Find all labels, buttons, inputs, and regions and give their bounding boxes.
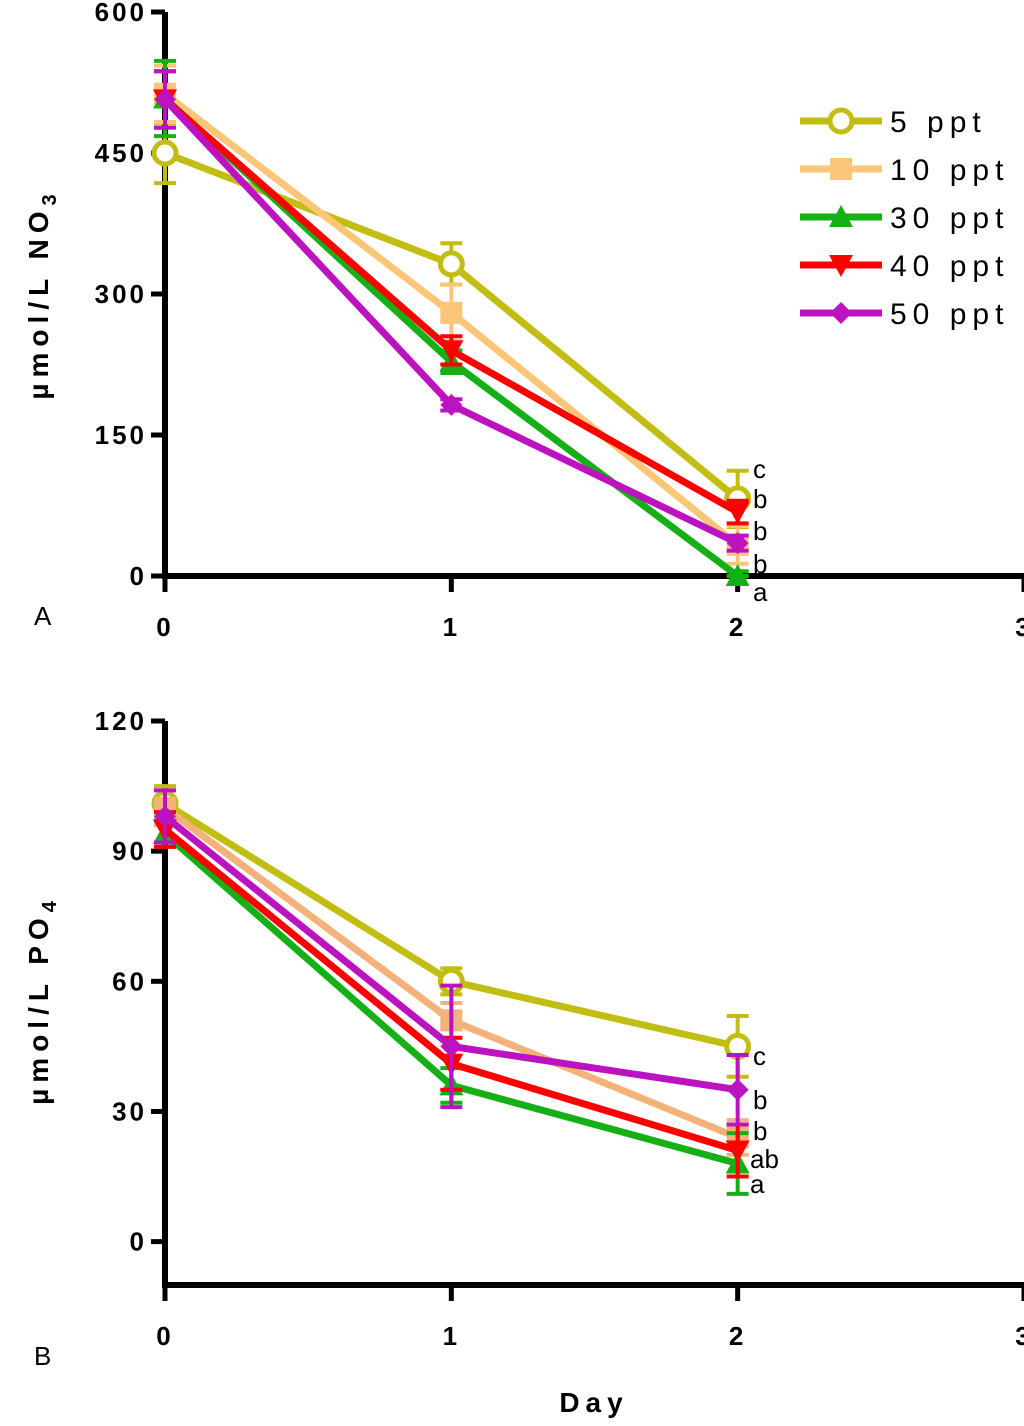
x-axis-title: Day bbox=[559, 1387, 628, 1418]
series-50-ppt bbox=[154, 69, 749, 555]
y-tick-label: 600 bbox=[95, 0, 147, 27]
significance-letter: b bbox=[753, 1116, 767, 1146]
y-tick-label: 450 bbox=[95, 138, 147, 168]
legend-item-10-ppt: 10 ppt bbox=[800, 154, 1009, 187]
data-point bbox=[151, 139, 179, 167]
y-tick-label: 300 bbox=[95, 279, 147, 309]
legend-item-50-ppt: 50 ppt bbox=[800, 298, 1009, 331]
data-point bbox=[439, 340, 464, 363]
data-point bbox=[726, 532, 749, 555]
legend-swatch-marker bbox=[827, 107, 855, 135]
legend: 5 ppt 10 ppt 30 ppt 40 ppt 50 ppt bbox=[800, 106, 1009, 331]
y-tick-label: 150 bbox=[95, 420, 147, 450]
data-point bbox=[440, 1035, 463, 1058]
x-tick-label: 2 bbox=[729, 1321, 746, 1351]
y-axis-title-main: µmol/L PO bbox=[23, 912, 54, 1105]
significance-letter: b bbox=[753, 549, 767, 579]
y-axis-title-subscript: 3 bbox=[39, 188, 61, 205]
data-point bbox=[154, 805, 176, 828]
significance-letter: b bbox=[753, 516, 767, 546]
y-axis-title: µmol/L PO4 bbox=[23, 895, 61, 1105]
data-point bbox=[437, 250, 465, 278]
x-tick-label: 1 bbox=[443, 612, 460, 642]
legend-label: 30 ppt bbox=[890, 202, 1009, 235]
significance-letter: a bbox=[753, 577, 768, 607]
legend-swatch-marker bbox=[830, 158, 852, 180]
x-tick-label: 2 bbox=[729, 612, 746, 642]
panel-label: B bbox=[34, 1341, 51, 1371]
legend-item-40-ppt: 40 ppt bbox=[800, 250, 1009, 283]
data-point bbox=[154, 88, 176, 111]
legend-swatch-marker bbox=[829, 255, 853, 277]
x-tick-label: 0 bbox=[156, 612, 173, 642]
legend-item-30-ppt: 30 ppt bbox=[800, 202, 1009, 235]
y-axis-title-subscript: 4 bbox=[39, 895, 61, 912]
y-tick-label: 0 bbox=[130, 1227, 147, 1257]
legend-swatch-marker bbox=[830, 302, 852, 324]
y-tick-label: 0 bbox=[130, 561, 147, 591]
x-tick-label: 3 bbox=[1015, 612, 1024, 642]
legend-label: 5 ppt bbox=[890, 106, 987, 139]
legend-label: 50 ppt bbox=[890, 298, 1009, 331]
y-tick-label: 90 bbox=[112, 836, 147, 866]
series-10-ppt bbox=[154, 63, 749, 566]
data-point bbox=[725, 1140, 750, 1163]
panel-label: A bbox=[34, 601, 52, 631]
legend-item-5-ppt: 5 ppt bbox=[800, 106, 987, 139]
significance-letter: c bbox=[753, 1041, 766, 1071]
y-tick-label: 60 bbox=[112, 966, 147, 996]
significance-letter: a bbox=[750, 1169, 765, 1199]
data-point bbox=[725, 564, 750, 586]
significance-letter: ab bbox=[750, 1144, 779, 1174]
data-point bbox=[725, 502, 750, 525]
y-axis-title: µmol/L NO3 bbox=[23, 188, 61, 399]
x-tick-label: 3 bbox=[1015, 1321, 1024, 1351]
y-axis-title-main: µmol/L NO bbox=[23, 206, 54, 400]
significance-letter: b bbox=[753, 484, 767, 514]
data-point bbox=[440, 301, 463, 324]
y-tick-label: 120 bbox=[95, 706, 147, 736]
series-50-ppt bbox=[154, 788, 749, 1127]
legend-label: 10 ppt bbox=[890, 154, 1009, 187]
significance-letter: c bbox=[753, 454, 766, 484]
x-tick-label: 0 bbox=[156, 1321, 173, 1351]
legend-label: 40 ppt bbox=[890, 250, 1009, 283]
y-tick-label: 30 bbox=[112, 1096, 147, 1126]
data-point bbox=[440, 393, 463, 416]
legend-swatch-marker bbox=[829, 205, 853, 227]
significance-letter: b bbox=[753, 1085, 767, 1115]
x-tick-label: 1 bbox=[443, 1321, 460, 1351]
data-point bbox=[726, 1078, 749, 1101]
